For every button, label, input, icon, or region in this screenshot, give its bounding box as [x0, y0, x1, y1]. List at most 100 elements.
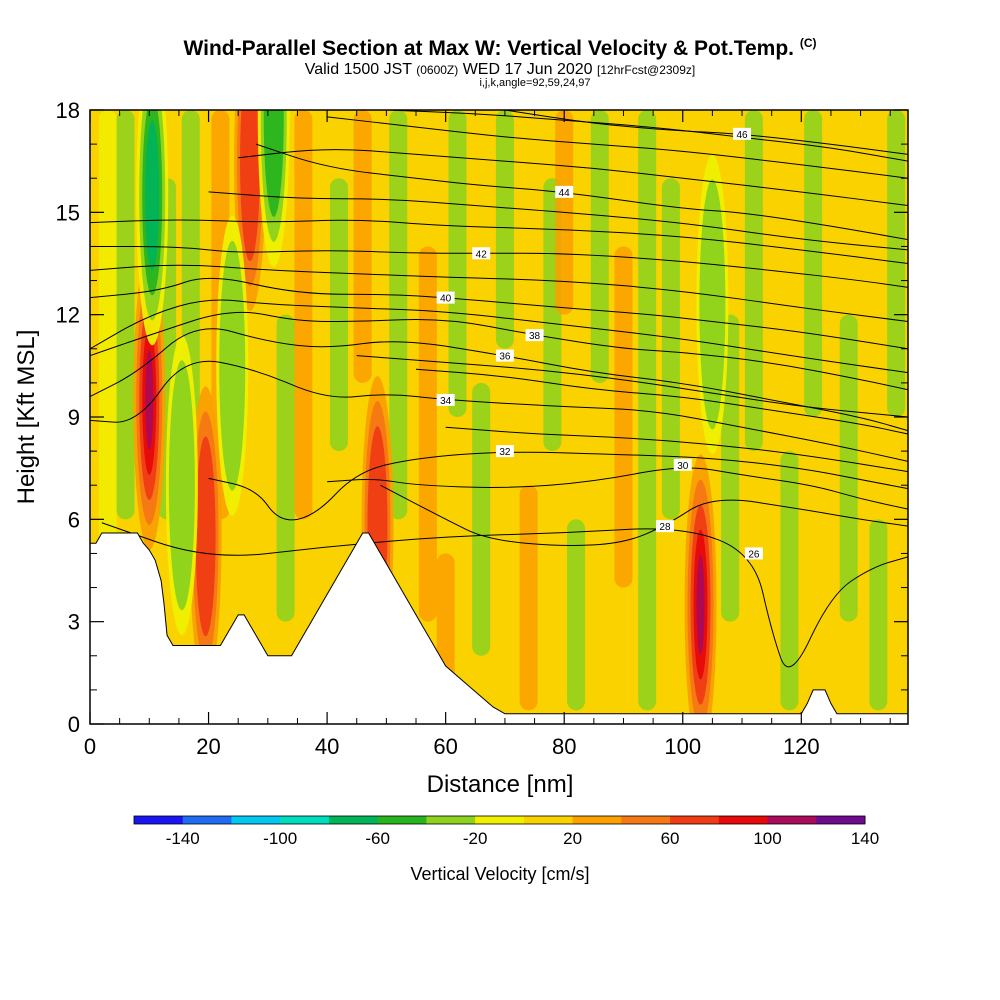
x-tick-label: 40 [315, 734, 339, 759]
theta-contour-label-bg [655, 520, 674, 533]
downdraft-core [145, 120, 160, 271]
downdraft-core [699, 179, 726, 430]
y-tick-label: 3 [68, 610, 80, 635]
velocity-streak [116, 110, 135, 520]
theta-contour-label: 32 [499, 447, 511, 458]
colorbar-swatch [523, 816, 574, 824]
velocity-streak [294, 110, 313, 520]
velocity-streak [389, 110, 408, 520]
velocity-field [90, 110, 908, 724]
colorbar-frame [133, 815, 866, 825]
x-tick-label: 60 [433, 734, 457, 759]
theta-contour-line [90, 299, 908, 374]
theta-contour-label: 34 [440, 396, 452, 407]
colorbar-swatch [134, 816, 184, 824]
x-tick-label: 80 [552, 734, 576, 759]
theta-contour-label-bg [436, 291, 455, 304]
chart-subtitle: Valid 1500 JST (0600Z) WED 17 Jun 2020 [… [304, 61, 696, 78]
velocity-streak [276, 314, 295, 622]
theta-contours: 26 28 30 32 34 36 38 40 42 44 46 [90, 110, 908, 668]
y-tick-label: 0 [68, 712, 80, 737]
updraft-core [696, 554, 705, 655]
colorbar-label: Vertical Velocity [cm/s] [410, 864, 589, 884]
downdraft-core [168, 360, 195, 611]
velocity-streak [744, 110, 763, 452]
colorbar-swatch [670, 816, 720, 824]
theta-contour-line [90, 360, 908, 462]
terrain [89, 532, 909, 725]
theta-contour-label: 36 [499, 352, 511, 363]
y-axis-label: Height [Kft MSL] [13, 330, 40, 505]
theta-contour-label-bg [744, 547, 763, 560]
theta-contour-line [90, 264, 908, 322]
theta-contour-label: 42 [476, 249, 488, 260]
colorbar-swatch [377, 816, 427, 824]
y-tick-label: 15 [56, 200, 80, 225]
colorbar-swatch [328, 816, 379, 824]
theta-contour-line [415, 368, 908, 435]
theta-contour-line [90, 328, 908, 432]
theta-contour-label: 44 [559, 188, 571, 199]
colorbar-tick-label: 140 [851, 829, 879, 848]
colorbar-tick-label: 100 [753, 829, 781, 848]
theta-contour-line [101, 522, 908, 668]
chart-index-line: i,j,k,angle=92,59,24,97 [479, 77, 591, 89]
theta-contour-label-bg [495, 349, 514, 362]
theta-contour-label-bg [733, 127, 752, 140]
theta-contour-label: 30 [677, 461, 689, 472]
colorbar-swatch [280, 816, 330, 824]
velocity-streak [614, 246, 633, 588]
colorbar-swatch [718, 816, 769, 824]
colorbar-swatch [426, 816, 476, 824]
theta-contour-line [504, 110, 908, 155]
colorbar-swatch [816, 816, 866, 824]
theta-contour-label-bg [495, 445, 514, 458]
velocity-streak [472, 382, 491, 656]
x-tick-label: 0 [84, 734, 96, 759]
theta-contour-label-bg [555, 185, 574, 198]
colorbar-swatch [475, 816, 525, 824]
updraft-core [240, 110, 261, 262]
theta-contour-label-bg [673, 458, 692, 471]
y-tick-label: 6 [68, 507, 80, 532]
velocity-streak [181, 110, 200, 417]
theta-contour-line [255, 143, 908, 241]
theta-contour-line [90, 277, 908, 350]
updraft-core [195, 436, 216, 637]
velocity-streak [839, 314, 858, 622]
velocity-streak [353, 110, 372, 383]
colorbar-swatch [621, 816, 671, 824]
theta-contour-line [445, 426, 908, 473]
velocity-streak [567, 519, 586, 711]
chart-title: Wind-Parallel Section at Max W: Vertical… [183, 36, 817, 60]
colorbar-swatch [767, 816, 817, 824]
theta-contour-line [90, 311, 908, 391]
velocity-streak [418, 246, 437, 622]
colorbar-tick-label: 20 [563, 829, 582, 848]
theta-contour-line [90, 219, 908, 264]
theta-contour-line [90, 245, 908, 288]
velocity-streak [448, 110, 467, 417]
theta-contour-line [327, 467, 908, 510]
theta-contour-line [208, 191, 908, 251]
theta-contour-line [356, 355, 908, 418]
colorbar-tick-label: -140 [166, 829, 200, 848]
y-tick-label: 18 [56, 98, 80, 123]
y-tick-label: 9 [68, 405, 80, 430]
x-tick-label: 100 [664, 734, 701, 759]
velocity-streak [804, 110, 823, 417]
theta-contour-label-bg [525, 329, 544, 342]
colorbar-tick-label: -20 [463, 829, 488, 848]
theta-contour-label-bg [472, 247, 491, 260]
velocity-streak [638, 110, 657, 711]
colorbar-swatch [572, 816, 622, 824]
theta-contour-line [386, 110, 908, 162]
velocity-streak [329, 178, 348, 452]
downdraft-core [263, 110, 284, 217]
theta-contour-label: 40 [440, 294, 452, 305]
theta-contour-label: 46 [736, 130, 748, 141]
velocity-streak [661, 178, 680, 520]
